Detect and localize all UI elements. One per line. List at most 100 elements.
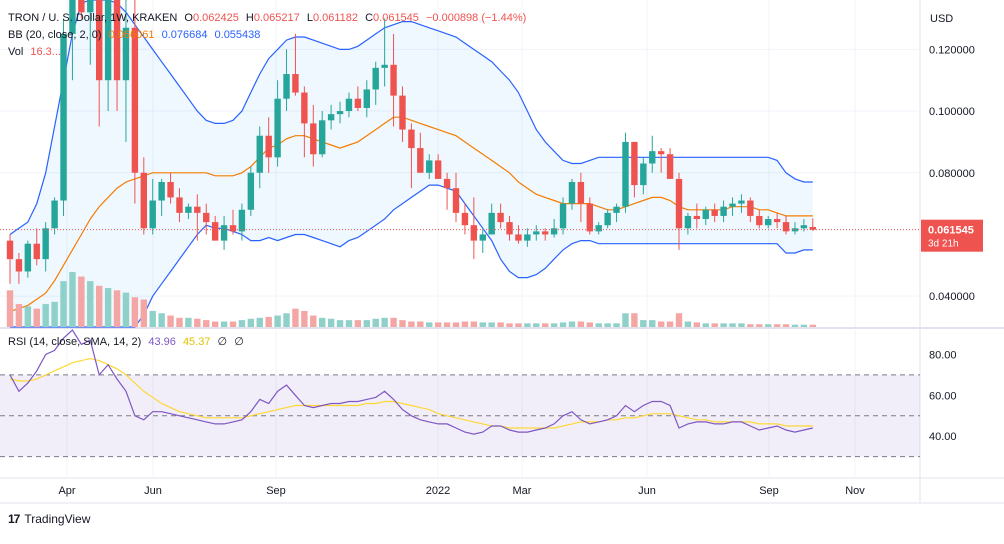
volume-bar <box>176 318 182 327</box>
volume-bar <box>158 313 164 327</box>
bb-basis-value: 0.066061 <box>109 29 155 41</box>
bb-lower-value: 0.055438 <box>215 29 261 41</box>
volume-bar <box>132 297 138 327</box>
candle-body <box>738 201 744 204</box>
candle-body <box>569 182 575 204</box>
volume-bar <box>239 320 245 327</box>
candle-body <box>480 234 486 240</box>
time-tick-label: Apr <box>58 485 75 497</box>
candle-body <box>596 225 602 231</box>
volume-bar <box>622 313 628 327</box>
volume-bar <box>310 316 316 327</box>
candle-body <box>747 201 753 216</box>
candle-body <box>274 99 280 158</box>
volume-bar <box>114 290 120 327</box>
volume-bar <box>497 322 503 327</box>
volume-bar <box>756 324 762 327</box>
volume-bar <box>488 322 494 327</box>
candle-body <box>685 216 691 228</box>
time-tick-label: Mar <box>513 485 532 497</box>
volume-bar <box>676 313 682 327</box>
volume-bar <box>328 319 334 327</box>
volume-bar <box>711 323 717 327</box>
change-value: −0.000898 (−1.44%) <box>426 12 526 24</box>
price-tick-label: 0.120000 <box>929 44 975 56</box>
volume-bar <box>729 323 735 327</box>
candle-body <box>51 201 57 229</box>
rsi-sma-value: 45.37 <box>183 336 211 348</box>
volume-bar <box>471 322 477 328</box>
candle-body <box>381 65 387 68</box>
countdown-label: 3d 21h <box>928 239 959 250</box>
price-tick-label: 0.080000 <box>929 168 975 180</box>
candle-body <box>34 244 40 259</box>
candle-body <box>801 225 807 228</box>
candle-body <box>25 244 31 272</box>
volume-bar <box>774 324 780 327</box>
vol-legend[interactable]: Vol 16.3... <box>8 45 65 59</box>
candle-body <box>515 234 521 240</box>
candle-body <box>694 216 700 219</box>
volume-bar <box>355 320 361 327</box>
candle-body <box>346 99 352 111</box>
rsi-label: RSI (14, close, SMA, 14, 2) <box>8 336 141 348</box>
candle-body <box>703 210 709 219</box>
volume-bar <box>141 300 147 328</box>
rsi-extra-value-2: ∅ <box>234 336 244 348</box>
open-label: O <box>184 12 193 24</box>
volume-bar <box>123 293 129 327</box>
volume-bar <box>810 325 816 327</box>
candle-body <box>649 151 655 163</box>
candle-body <box>292 74 298 93</box>
price-tick-label: 0.100000 <box>929 106 975 118</box>
candle-body <box>578 182 584 204</box>
candle-body <box>756 216 762 225</box>
candle-body <box>524 234 530 240</box>
rsi-legend[interactable]: RSI (14, close, SMA, 14, 2) 43.96 45.37 … <box>8 335 248 349</box>
volume-bar <box>551 323 557 327</box>
close-value: 0.061545 <box>373 12 419 24</box>
volume-bar <box>301 311 307 327</box>
volume-bar <box>801 325 807 327</box>
rsi-tick-label: 60.00 <box>929 390 957 402</box>
volume-bar <box>640 320 646 327</box>
rsi-extra-value-1: ∅ <box>218 336 228 348</box>
candle-body <box>16 259 22 271</box>
bb-label: BB (20, close, 2, 0) <box>8 29 102 41</box>
candle-body <box>373 68 379 90</box>
volume-bar <box>515 323 521 327</box>
volume-bar <box>34 309 40 327</box>
candle-body <box>310 123 316 154</box>
candle-body <box>417 148 423 173</box>
volume-bar <box>274 316 280 327</box>
candle <box>622 133 628 213</box>
time-tick-label: Nov <box>845 485 865 497</box>
volume-bar <box>783 324 789 327</box>
volume-bar <box>453 322 459 327</box>
time-tick-label: Sep <box>759 485 779 497</box>
volume-bar <box>185 318 191 327</box>
last-price-label: 0.061545 <box>928 225 974 237</box>
time-tick-label: Sep <box>266 485 286 497</box>
candle-body <box>587 204 593 232</box>
candle-body <box>444 179 450 188</box>
volume-bar <box>78 277 84 327</box>
candle-body <box>471 225 477 240</box>
tradingview-brand[interactable]: 17 TradingView <box>8 512 90 526</box>
volume-bar <box>435 322 441 327</box>
bb-legend[interactable]: BB (20, close, 2, 0) 0.066061 0.076684 0… <box>8 28 264 42</box>
volume-bar <box>292 309 298 327</box>
volume-bar <box>167 316 173 327</box>
candle-body <box>390 65 396 96</box>
candle-body <box>355 99 361 108</box>
volume-bar <box>506 323 512 327</box>
volume-bar <box>480 322 486 327</box>
volume-bar <box>649 320 655 327</box>
candle-body <box>319 120 325 154</box>
volume-bar <box>194 319 200 327</box>
volume-bar <box>587 322 593 327</box>
volume-bar <box>613 323 619 327</box>
rsi-tick-label: 80.00 <box>929 350 957 362</box>
